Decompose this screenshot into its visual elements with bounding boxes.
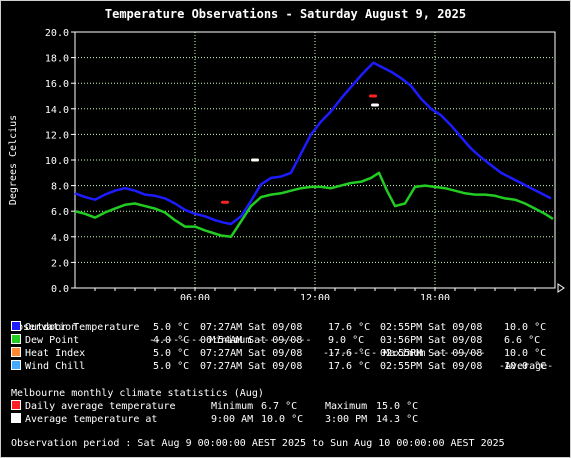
legend-header-min: --------- Minimum --------- xyxy=(149,335,312,346)
climate-label-2: Maximum xyxy=(325,401,368,412)
legend-header: Observation --------- Minimum --------- … xyxy=(11,308,553,373)
legend-header-label: Observation xyxy=(11,322,78,333)
y-tick-label: 14.0 xyxy=(45,105,69,116)
y-tick-label: 16.0 xyxy=(45,79,69,90)
legend-avg: 6.6 °C xyxy=(504,335,541,346)
legend-swatch xyxy=(11,360,21,370)
chart-axes: 0.0 2.0 4.0 6.0 8.0 10.0 12.0 14.0 16.0 18.0 20.0 0… xyxy=(45,28,556,300)
climate-marker xyxy=(371,103,379,107)
legend-min: 5.0 °C xyxy=(153,322,190,333)
x-tick-label: 12:00 xyxy=(300,293,330,300)
legend-avg: 10.0 °C xyxy=(504,322,547,333)
y-tick-label: 4.0 xyxy=(51,233,69,244)
climate-stat-name: Daily average temperature xyxy=(25,401,176,412)
chart-svg: 0.0 2.0 4.0 6.0 8.0 10.0 12.0 14.0 16.0 18.0 20.0 0… xyxy=(8,28,565,300)
climate-title: Melbourne monthly climate statistics (Au… xyxy=(11,388,264,399)
climate-label-1: 9:00 AM xyxy=(211,414,254,425)
climate-label-2: 3:00 PM xyxy=(325,414,368,425)
y-tick-label: 10.0 xyxy=(45,156,69,167)
legend-series-name: Dew Point xyxy=(25,335,80,346)
legend-max-time: 02:55PM Sat 09/08 xyxy=(380,361,483,372)
y-tick-label: 0.0 xyxy=(51,284,69,295)
legend-min: 5.0 °C xyxy=(153,348,190,359)
legend-min-time: 07:27AM Sat 09/08 xyxy=(200,322,303,333)
legend-max: 17.6 °C xyxy=(328,322,371,333)
climate-value-2: 14.3 °C xyxy=(376,414,419,425)
legend-max-time: 02:55PM Sat 09/08 xyxy=(380,348,483,359)
series-line-outdoor-temperature xyxy=(74,61,552,226)
climate-label-1: Minimum xyxy=(211,401,254,412)
legend-avg: 10.0 °C xyxy=(504,348,547,359)
chart-title: Temperature Observations - Saturday Augu… xyxy=(104,7,467,21)
legend-min-time: 06:54AM Sat 09/08 xyxy=(200,335,303,346)
y-tick-label: 18.0 xyxy=(45,54,69,65)
legend-series-name: Outdoor Temperature xyxy=(25,322,140,333)
climate-value-2: 15.0 °C xyxy=(376,401,419,412)
y-tick-label: 2.0 xyxy=(51,258,69,269)
legend-max: 17.6 °C xyxy=(328,348,371,359)
legend-swatch xyxy=(11,321,21,331)
x-tick-label: 18:00 xyxy=(420,293,450,300)
y-tick-label: 12.0 xyxy=(45,130,69,141)
climate-marker xyxy=(251,158,259,162)
y-axis-label: Degrees Celcius xyxy=(8,115,19,205)
legend-swatch xyxy=(11,334,21,344)
legend-header-max: --------- Maximum --------- xyxy=(323,348,486,359)
legend-min-time: 07:27AM Sat 09/08 xyxy=(200,361,303,372)
climate-value-1: 10.0 °C xyxy=(261,414,304,425)
series-line-dew-point xyxy=(74,171,554,239)
x-tick-label: 06:00 xyxy=(180,293,210,300)
y-tick-label: 20.0 xyxy=(45,28,69,39)
climate-value-1: 6.7 °C xyxy=(261,401,298,412)
x-axis-arrow-icon xyxy=(557,283,565,293)
observation-period: Observation period : Sat Aug 9 00:00:00 … xyxy=(11,438,505,449)
plot-border xyxy=(74,31,556,289)
legend-swatch xyxy=(11,347,21,357)
legend-min: 4.0 °C xyxy=(153,335,190,346)
climate-swatch xyxy=(11,413,21,423)
legend-header-avg: -Average- xyxy=(499,361,554,372)
y-tick-label: 6.0 xyxy=(51,207,69,218)
chart-markers xyxy=(221,94,379,204)
chart-series xyxy=(74,61,554,239)
legend-min-time: 07:27AM Sat 09/08 xyxy=(200,348,303,359)
legend-min: 5.0 °C xyxy=(153,361,190,372)
chart-grid xyxy=(75,31,555,288)
climate-stat-name: Average temperature at xyxy=(25,414,158,425)
legend-max: 17.6 °C xyxy=(328,361,371,372)
legend-max: 9.0 °C xyxy=(328,335,365,346)
climate-swatch xyxy=(11,400,21,410)
legend-max-time: 03:56PM Sat 09/08 xyxy=(380,335,483,346)
climate-marker xyxy=(369,94,377,98)
legend-avg: 10.0 °C xyxy=(504,361,547,372)
legend-series-name: Wind Chill xyxy=(25,361,86,372)
legend-series-name: Heat Index xyxy=(25,348,86,359)
legend-max-time: 02:55PM Sat 09/08 xyxy=(380,322,483,333)
climate-marker xyxy=(221,200,229,204)
y-tick-label: 8.0 xyxy=(51,182,69,193)
